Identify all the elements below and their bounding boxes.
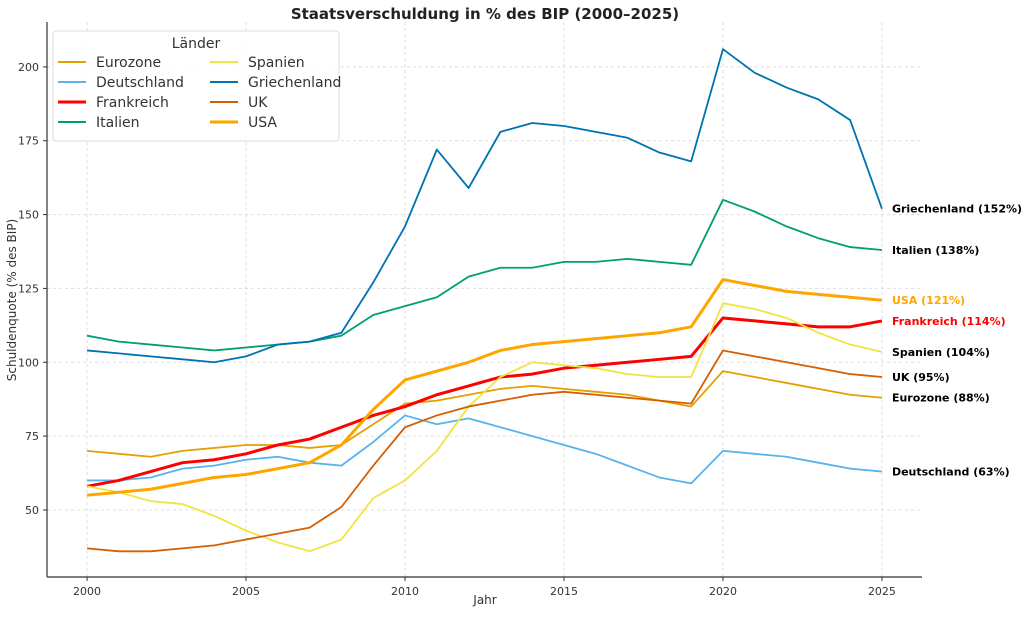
end-label-eurozone: Eurozone (88%) [892,392,990,405]
end-labels: Eurozone (88%) Deutschland (63%) Frankreic… [892,203,1022,479]
end-label-griechenland: Griechenland (152%) [892,203,1022,216]
legend-label-uk: UK [248,95,268,111]
x-tick-label: 2005 [232,585,260,598]
x-tick-label: 2020 [709,585,737,598]
y-tick-label: 150 [18,209,39,222]
chart-title: Staatsverschuldung in % des BIP (2000–20… [291,5,679,23]
legend-label-usa: USA [248,115,277,131]
end-label-uk: UK (95%) [892,371,950,384]
end-label-usa: USA (121%) [892,294,965,307]
x-tick-label: 2010 [391,585,419,598]
axes [46,22,922,578]
series-line-eurozone [86,370,883,458]
legend: Länder Eurozone Deutschland Frankreich Ital… [52,30,341,142]
series-line-italien [86,198,883,352]
x-axis-label: Jahr [472,593,496,607]
y-tick-label: 200 [18,61,39,74]
x-tick-label: 2000 [73,585,101,598]
series-line-uk [86,349,883,553]
end-label-spanien: Spanien (104%) [892,346,990,359]
y-tick-label: 125 [18,282,39,295]
legend-box [52,30,340,142]
series-line-griechenland [86,48,883,364]
legend-label-spanien: Spanien [248,55,305,71]
tick-labels: 2000 2005 2010 2015 2020 2025 50 75 100 125 150 175… [18,61,896,598]
y-tick-label: 50 [25,504,39,517]
y-axis-label: Schuldenquote (% des BIP) [5,219,19,382]
legend-label-eurozone: Eurozone [96,55,161,71]
series-line-spanien [86,302,883,553]
series-line-frankreich [86,316,883,488]
legend-label-italien: Italien [96,115,139,131]
end-label-italien: Italien (138%) [892,244,979,257]
series-lines [86,48,883,553]
end-label-deutschland: Deutschland (63%) [892,466,1010,479]
end-label-frankreich: Frankreich (114%) [892,315,1006,328]
x-tick-label: 2015 [550,585,578,598]
series-line-usa [86,278,883,497]
x-tick-label: 2025 [868,585,896,598]
y-tick-label: 75 [25,430,39,443]
series-line-deutschland [87,414,883,485]
y-tick-label: 100 [18,356,39,369]
legend-title: Länder [172,36,221,52]
legend-label-deutschland: Deutschland [96,75,184,91]
y-tick-label: 175 [18,135,39,148]
legend-label-frankreich: Frankreich [96,95,169,111]
legend-label-griechenland: Griechenland [248,75,341,91]
